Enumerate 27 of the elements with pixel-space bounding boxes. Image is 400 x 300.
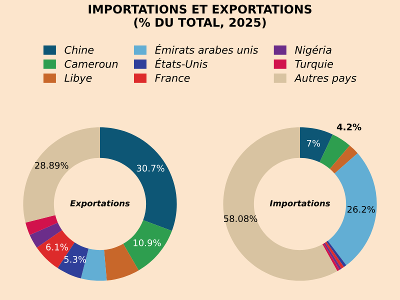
data-label: 4.2%: [336, 124, 362, 130]
legend-label: Chine: [64, 46, 94, 54]
data-label: 30.7%: [136, 164, 164, 172]
data-label: 6.1%: [46, 244, 68, 250]
legend-label: Nigéria: [295, 45, 332, 56]
data-label: 26.2%: [347, 206, 375, 213]
legend-label: Émirats arabes unis: [155, 44, 258, 54]
text: Exportations: [70, 200, 130, 208]
data-label: 58.08%: [224, 215, 258, 222]
legend-label: États-Unis: [155, 58, 208, 68]
data-label: 7%: [306, 140, 320, 147]
chart-title: IMPORTATIONS ET EXPORTATIONS (% DU TOTAL, 2025): [88, 4, 312, 28]
donut-slice: [123, 220, 172, 270]
donut-slice: [25, 215, 58, 235]
data-label: 5.3%: [64, 256, 86, 263]
donut-slice: [320, 134, 350, 169]
legend-label: Libye: [64, 74, 92, 84]
data-label: 28.89%: [35, 162, 68, 169]
text: Importations: [270, 200, 330, 208]
donut-slice: [300, 127, 333, 162]
data-label: 10.9%: [134, 239, 161, 246]
donut-slice: [330, 145, 358, 174]
legend-label: Turquie: [295, 60, 333, 70]
donut-slice: [223, 127, 338, 281]
legend-label: Autres pays: [294, 74, 356, 84]
legend-label: France: [155, 74, 190, 82]
legend-label: Cameroun: [64, 60, 118, 68]
